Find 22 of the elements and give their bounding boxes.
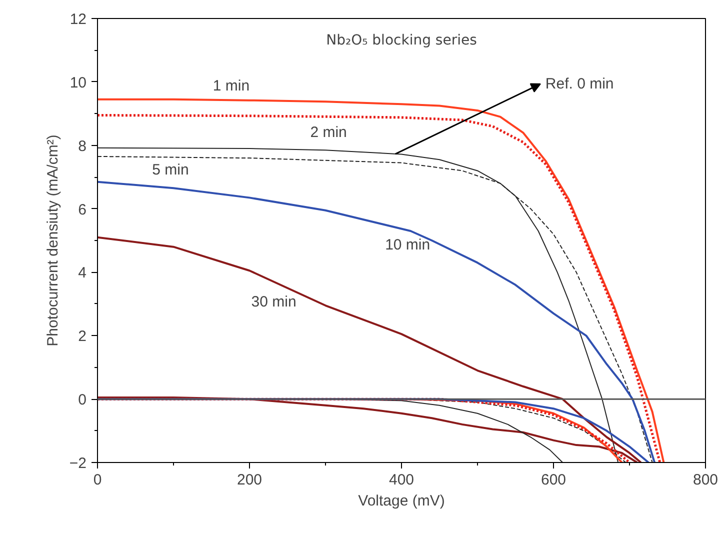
x-axis-title: Voltage (mV) — [358, 492, 445, 510]
x-tick-label: 200 — [236, 472, 262, 488]
x-tick-label: 0 — [93, 472, 102, 488]
series-label: 30 min — [251, 293, 296, 310]
series-label: 5 min — [152, 162, 189, 179]
series-label: 2 min — [310, 124, 347, 142]
y-axis-title: Photocurrent densiuty (mA/cm²) — [44, 134, 62, 346]
y-tick-label: 10 — [70, 74, 87, 92]
y-tick-label: 4 — [78, 264, 86, 282]
y-tick-label: 12 — [70, 11, 87, 28]
y-tick-label: 8 — [78, 138, 86, 155]
y-tick-label: −2 — [69, 455, 87, 472]
y-tick-label: 0 — [78, 392, 86, 409]
x-tick-label: 400 — [388, 472, 414, 488]
text: Ref. 0 min — [545, 75, 614, 92]
y-tick-label: 6 — [78, 201, 86, 218]
x-tick-label: 600 — [540, 472, 566, 488]
text: Nb₂O₅ blocking series — [326, 32, 477, 49]
x-tick-label: 800 — [692, 472, 718, 488]
y-tick-label: 2 — [78, 328, 86, 346]
series-label: 10 min — [385, 236, 430, 254]
series-label: 1 min — [212, 78, 250, 95]
